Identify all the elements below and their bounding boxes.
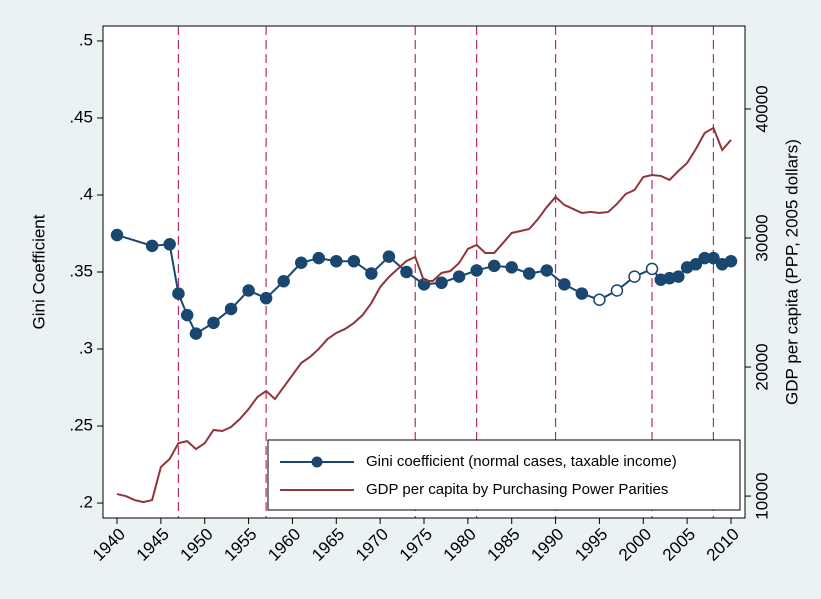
- legend-box: [267, 439, 741, 511]
- data-point: [330, 254, 343, 268]
- data-point: [645, 262, 659, 276]
- series-line: [116, 126, 732, 504]
- data-point: [207, 316, 220, 330]
- data-point: [400, 265, 413, 279]
- data-point: [593, 293, 606, 306]
- data-point: [628, 270, 641, 283]
- data-point: [382, 250, 396, 263]
- data-point: [347, 254, 361, 268]
- data-point: [163, 238, 176, 251]
- y-axis-title: Gini Coefficient: [29, 214, 48, 329]
- y2-tick-label: 40000: [752, 85, 771, 132]
- data-point: [365, 267, 378, 280]
- data-point: [172, 287, 185, 300]
- data-point: [312, 251, 326, 265]
- data-point: [145, 239, 159, 253]
- y2-tick-label: 10000: [752, 472, 771, 519]
- y-tick-label: .35: [69, 261, 93, 280]
- data-point: [610, 284, 624, 297]
- data-point: [189, 327, 203, 340]
- data-point: [487, 259, 501, 273]
- data-point: [110, 228, 124, 242]
- data-point: [522, 267, 536, 280]
- y-tick-label: .45: [69, 107, 93, 126]
- data-point: [242, 284, 255, 297]
- data-point: [470, 264, 483, 277]
- y-tick-label: .25: [69, 416, 93, 435]
- data-point: [575, 287, 589, 300]
- legend-label: GDP per capita by Purchasing Power Parit…: [366, 481, 668, 498]
- data-point: [294, 256, 308, 270]
- data-point: [435, 276, 448, 290]
- data-point: [505, 261, 518, 274]
- data-point: [724, 254, 738, 268]
- data-point: [180, 308, 194, 322]
- y2-axis-title: GDP per capita (PPP, 2005 dollars): [782, 139, 801, 405]
- data-point: [707, 251, 720, 265]
- data-point: [558, 278, 571, 291]
- data-point: [540, 264, 554, 277]
- y-tick-label: .5: [79, 30, 93, 49]
- y2-tick-label: 20000: [752, 343, 771, 390]
- data-point: [689, 258, 703, 271]
- data-point: [259, 291, 273, 305]
- y2-tick-label: 30000: [752, 214, 771, 261]
- data-point: [672, 270, 685, 283]
- y-tick-label: .2: [79, 493, 93, 512]
- legend-label: Gini coefficient (normal cases, taxable …: [366, 453, 677, 470]
- legend-marker: [311, 456, 323, 468]
- plot-border: [102, 25, 746, 519]
- data-point: [277, 274, 290, 288]
- y-tick-label: .3: [79, 339, 93, 358]
- y-tick-label: .4: [79, 184, 93, 203]
- data-point: [452, 270, 466, 283]
- data-point: [224, 302, 238, 316]
